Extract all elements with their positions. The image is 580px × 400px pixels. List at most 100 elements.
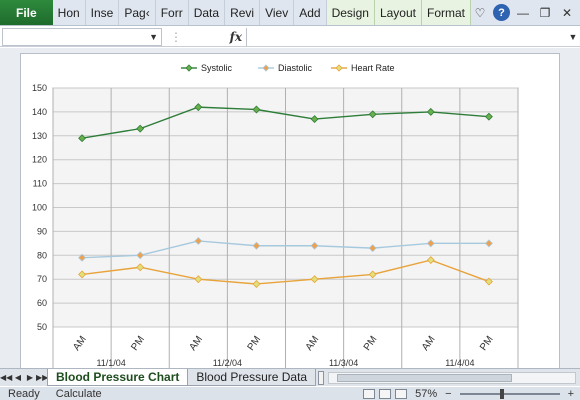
tab-add-ins[interactable]: Add xyxy=(294,0,327,25)
last-sheet-icon[interactable]: ▶▶ xyxy=(36,373,49,382)
data-point xyxy=(194,103,203,112)
tab-insert[interactable]: Inse xyxy=(86,0,120,25)
y-tick-label: 80 xyxy=(37,250,47,260)
sheet-tab-bar: ◀◀ ◀ ▶ ▶▶ Blood Pressure Chart Blood Pre… xyxy=(0,368,580,386)
data-point xyxy=(484,239,493,248)
legend-label: Heart Rate xyxy=(351,63,395,73)
sheet-tab-blood-pressure-data[interactable]: Blood Pressure Data xyxy=(187,369,317,386)
name-box[interactable]: ▼ xyxy=(2,27,162,46)
zoom-out-button[interactable]: − xyxy=(445,387,452,400)
data-point xyxy=(368,270,377,279)
help-icon[interactable]: ? xyxy=(493,4,510,21)
data-point xyxy=(484,277,493,286)
y-tick-label: 100 xyxy=(32,203,47,213)
x-tick-label: AM xyxy=(187,334,205,353)
y-tick-label: 60 xyxy=(37,298,47,308)
legend-label: Systolic xyxy=(201,63,233,73)
y-tick-label: 130 xyxy=(32,131,47,141)
zoom-slider[interactable] xyxy=(459,388,560,399)
formula-handle-icon[interactable]: ⋮ xyxy=(170,29,182,44)
x-tick-label: AM xyxy=(304,334,322,353)
data-point xyxy=(484,112,493,121)
window-restore-icon[interactable]: ❐ xyxy=(539,5,551,20)
normal-view-icon[interactable] xyxy=(363,388,376,399)
x-tick-label: AM xyxy=(420,334,438,353)
series-line xyxy=(81,106,489,139)
data-point xyxy=(194,275,203,284)
chevron-down-icon[interactable]: ▼ xyxy=(149,31,158,42)
data-point xyxy=(310,241,319,250)
formula-controls: ⋮ fx xyxy=(166,28,246,46)
tab-page-layout[interactable]: Pag‹ xyxy=(119,0,156,25)
data-point xyxy=(136,263,145,272)
y-tick-label: 50 xyxy=(37,322,47,332)
legend-marker xyxy=(335,64,343,72)
y-tick-label: 90 xyxy=(37,226,47,236)
formula-bar: ▼ ⋮ fx ▼ xyxy=(0,27,580,47)
x-tick-label: PM xyxy=(478,334,496,353)
x-group-label: 11/4/04 xyxy=(445,358,474,368)
expand-formula-bar-icon[interactable]: ▼ xyxy=(568,31,578,42)
series-line xyxy=(81,259,490,285)
legend-label: Diastolic xyxy=(278,63,313,73)
page-layout-view-icon[interactable] xyxy=(379,388,392,399)
tab-chart-layout[interactable]: Layout xyxy=(374,0,422,25)
tab-formulas[interactable]: Forr xyxy=(156,0,189,25)
scrollbar-thumb[interactable] xyxy=(337,373,513,382)
window-close-icon[interactable]: ✕ xyxy=(561,5,573,20)
tab-data[interactable]: Data xyxy=(189,0,226,25)
tab-review[interactable]: Revi xyxy=(225,0,261,25)
insert-function-button[interactable]: fx xyxy=(229,29,242,44)
file-tab[interactable]: File xyxy=(0,0,53,25)
data-point xyxy=(136,124,145,133)
formula-input[interactable] xyxy=(246,27,566,46)
x-tick-label: PM xyxy=(129,334,147,353)
y-tick-label: 150 xyxy=(32,83,47,93)
tab-chart-format[interactable]: Format xyxy=(421,0,471,25)
legend-marker xyxy=(262,64,270,72)
status-calculate[interactable]: Calculate xyxy=(55,387,102,400)
minimize-ribbon-icon[interactable]: ♡ xyxy=(474,5,486,20)
data-point xyxy=(78,270,87,279)
sheet-tab-blood-pressure-chart[interactable]: Blood Pressure Chart xyxy=(47,369,189,386)
x-tick-label: PM xyxy=(246,334,264,353)
y-tick-label: 110 xyxy=(33,179,47,189)
x-group-label: 11/3/04 xyxy=(329,358,358,368)
data-point xyxy=(252,105,261,114)
tab-home[interactable]: Hon xyxy=(53,0,86,25)
window-minimize-icon[interactable]: — xyxy=(517,5,529,20)
data-point xyxy=(426,239,435,248)
zoom-level[interactable]: 57% xyxy=(415,387,438,400)
data-point xyxy=(426,256,435,265)
data-point xyxy=(78,134,87,143)
page-break-view-icon[interactable] xyxy=(395,388,408,399)
status-ready: Ready xyxy=(8,387,40,400)
legend-marker xyxy=(185,64,193,72)
next-sheet-icon[interactable]: ▶ xyxy=(26,373,34,382)
chart-area[interactable]: 50 60 70 80 90 100 110 120 130 140 150 AM PM AM PM AM PM… xyxy=(20,53,560,383)
y-tick-label: 140 xyxy=(32,107,47,117)
ribbon-tab-bar: File Hon Inse Pag‹ Forr Data Revi Viev A… xyxy=(0,0,580,26)
x-tick-label: PM xyxy=(362,334,380,353)
data-point xyxy=(368,244,377,253)
first-sheet-icon[interactable]: ◀◀ xyxy=(0,373,13,382)
prev-sheet-icon[interactable]: ◀ xyxy=(14,373,22,382)
x-tick-label: AM xyxy=(71,334,89,353)
zoom-slider-thumb[interactable] xyxy=(499,388,504,399)
view-zoom-controls: 57% − + xyxy=(363,388,580,400)
tab-chart-design[interactable]: Design xyxy=(326,0,375,25)
data-point xyxy=(368,110,377,119)
horizontal-scrollbar[interactable] xyxy=(328,371,576,384)
y-tick-label: 120 xyxy=(32,155,47,165)
ribbon-window-controls: ♡ ? — ❐ ✕ xyxy=(471,0,580,25)
series-line xyxy=(82,240,489,259)
zoom-in-button[interactable]: + xyxy=(567,387,574,400)
data-point xyxy=(310,115,319,124)
data-point xyxy=(310,275,319,284)
tab-splitter[interactable] xyxy=(318,370,325,385)
x-group-label: 11/2/04 xyxy=(213,358,242,368)
data-point xyxy=(194,236,203,245)
line-chart: 50 60 70 80 90 100 110 120 130 140 150 AM PM AM PM AM PM… xyxy=(32,63,519,374)
tab-view[interactable]: Viev xyxy=(260,0,295,25)
status-bar: Ready Calculate 57% − + xyxy=(0,387,580,400)
